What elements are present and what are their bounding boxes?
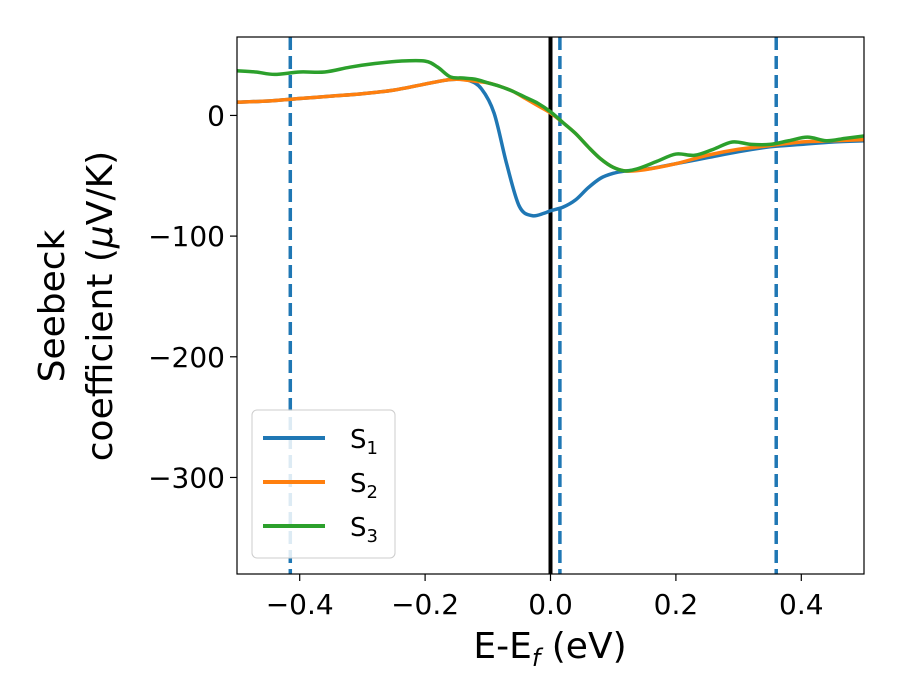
x-axis-label-main: E-E [473, 626, 531, 667]
legend: S1 S2 S3 [251, 409, 396, 559]
y-tick-label: −300 [148, 461, 225, 494]
legend-label-s1: S1 [350, 425, 378, 459]
x-axis-label: E-Ef (eV) [473, 626, 626, 672]
y-axis-ticks: 0 −100 −200 −300 [148, 99, 237, 494]
x-tick-label: 0.2 [654, 588, 699, 621]
y-axis-label-prefix: coefficient ( [80, 248, 121, 461]
y-axis-label-line1: Seebeck [32, 229, 73, 382]
legend-label-s2-sub: 2 [367, 482, 378, 503]
x-tick-label: −0.2 [391, 588, 459, 621]
series-line-s3 [237, 58, 864, 173]
legend-label-s2: S2 [350, 469, 378, 503]
legend-label-s2-main: S [350, 469, 367, 499]
legend-label-s3-sub: 3 [367, 526, 378, 547]
x-tick-label: −0.4 [266, 588, 334, 621]
x-axis-ticks: −0.4 −0.2 0.0 0.2 0.4 [266, 574, 824, 621]
x-tick-label: 0.0 [528, 588, 573, 621]
legend-label-s3-main: S [350, 513, 367, 543]
series-lines [237, 58, 864, 218]
y-axis-label-suffix: V/K) [80, 151, 121, 225]
y-tick-label: 0 [207, 99, 225, 132]
legend-label-s1-main: S [350, 425, 367, 455]
y-axis-label-line2: coefficient (μV/K) [80, 151, 121, 461]
y-axis-label-mu: μ [80, 225, 121, 249]
y-tick-label: −200 [148, 341, 225, 374]
x-tick-label: 0.4 [779, 588, 824, 621]
x-axis-label-suffix: (eV) [540, 626, 626, 667]
legend-label-s1-sub: 1 [367, 438, 378, 459]
y-tick-label: −100 [148, 220, 225, 253]
legend-label-s3: S3 [350, 513, 378, 547]
